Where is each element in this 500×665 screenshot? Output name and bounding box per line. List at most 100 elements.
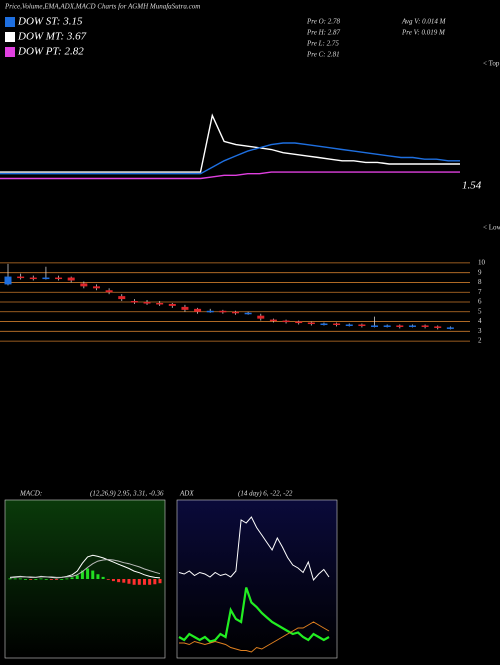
candle-body <box>55 277 63 280</box>
panel-title: MACD: <box>19 490 42 498</box>
y-tick-label: 5 <box>478 307 482 315</box>
candle-body <box>244 312 252 315</box>
histogram-bar <box>49 579 53 580</box>
candle-body <box>307 322 315 325</box>
adx-panel <box>176 499 338 659</box>
y-tick-label: 3 <box>478 327 482 335</box>
histogram-bar <box>127 579 131 584</box>
stat: Avg V: 0.014 M <box>401 18 447 26</box>
histogram-bar <box>137 579 141 585</box>
candle-body <box>17 276 25 279</box>
candle-body <box>80 283 88 287</box>
candle-body <box>358 324 366 326</box>
y-tick-label: 9 <box>478 268 482 276</box>
series-line <box>179 621 330 653</box>
candle-body <box>194 308 202 312</box>
legend-label: DOW MT: 3.67 <box>17 31 87 43</box>
stat: Pre V: 0.019 M <box>401 29 446 37</box>
histogram-bar <box>75 575 79 579</box>
histogram-bar <box>24 579 28 580</box>
series-line <box>0 113 460 173</box>
legend-swatch <box>5 32 15 42</box>
series-line <box>0 142 460 175</box>
candle-body <box>269 319 277 322</box>
y-tick-label: 8 <box>478 278 482 286</box>
candle-body <box>320 323 328 326</box>
legend-swatch <box>5 17 15 27</box>
legend-label: DOW ST: 3.15 <box>17 16 83 28</box>
histogram-bar <box>132 579 136 585</box>
candle-body <box>181 306 189 310</box>
candle-body <box>219 310 227 313</box>
histogram-bar <box>65 578 69 580</box>
candle-body <box>282 320 290 323</box>
histogram-bar <box>148 579 152 585</box>
candle-body <box>156 302 164 305</box>
candle-body <box>371 325 379 327</box>
series-line <box>9 558 161 579</box>
candle-body <box>232 311 239 314</box>
histogram-bar <box>13 578 17 580</box>
candle-body <box>143 302 151 304</box>
histogram-bar <box>80 570 84 579</box>
candle-body <box>257 315 265 319</box>
y-tick-label: 6 <box>478 298 482 306</box>
series-line <box>0 171 460 180</box>
title: Price,Volume,EMA,ADX,MACD Charts for AGM… <box>4 3 200 11</box>
candle-body <box>421 325 429 327</box>
histogram-bar <box>142 579 146 585</box>
candle-body <box>29 277 37 280</box>
stat: Pre H: 2.87 <box>306 29 340 37</box>
histogram-bar <box>70 577 74 579</box>
histogram-bar <box>158 579 162 584</box>
stat: Pre O: 2.78 <box>306 18 340 26</box>
candle-body <box>168 303 176 306</box>
histogram-bar <box>117 579 121 583</box>
histogram-bar <box>8 578 12 580</box>
candle-body <box>295 321 303 324</box>
y-tick-label: 4 <box>478 317 482 325</box>
candle-body <box>396 325 404 327</box>
histogram-bar <box>91 570 95 579</box>
histogram-bar <box>44 579 48 580</box>
panel-subtitle: (14 day) 6, -22, -22 <box>238 490 293 498</box>
candle-body <box>4 276 12 285</box>
histogram-bar <box>55 579 59 580</box>
histogram-bar <box>122 579 126 583</box>
histogram-bar <box>96 574 100 579</box>
candle-body <box>333 323 341 326</box>
histogram-bar <box>86 568 90 579</box>
candle-body <box>67 277 75 281</box>
candle-body <box>130 301 138 303</box>
candle-body <box>118 296 126 300</box>
candle-body <box>105 290 113 293</box>
histogram-bar <box>18 578 22 580</box>
histogram-bar <box>60 579 64 580</box>
stat: Pre C: 2.81 <box>306 51 340 59</box>
histogram-bar <box>111 579 115 582</box>
macd-panel <box>4 499 166 659</box>
series-line <box>178 587 330 643</box>
annotation: < Lower <box>483 224 500 232</box>
stat: Pre L: 2.75 <box>306 40 339 48</box>
histogram-bar <box>101 576 105 579</box>
legend-swatch <box>5 47 15 57</box>
histogram-bar <box>34 579 38 580</box>
candle-body <box>206 310 214 313</box>
annotation: 1.54 <box>462 180 482 192</box>
legend-label: DOW PT: 2.82 <box>17 46 84 58</box>
y-tick-label: 10 <box>478 258 486 266</box>
candle-body <box>345 324 353 326</box>
candle-body <box>446 327 454 329</box>
candle-body <box>434 326 442 328</box>
histogram-bar <box>106 579 110 580</box>
panel-title: ADX <box>179 490 194 498</box>
histogram-bar <box>153 579 157 585</box>
candle-body <box>408 325 416 327</box>
candle-body <box>42 277 50 280</box>
annotation: < Top <box>483 60 500 68</box>
series-line <box>178 516 330 582</box>
histogram-bar <box>29 579 33 580</box>
